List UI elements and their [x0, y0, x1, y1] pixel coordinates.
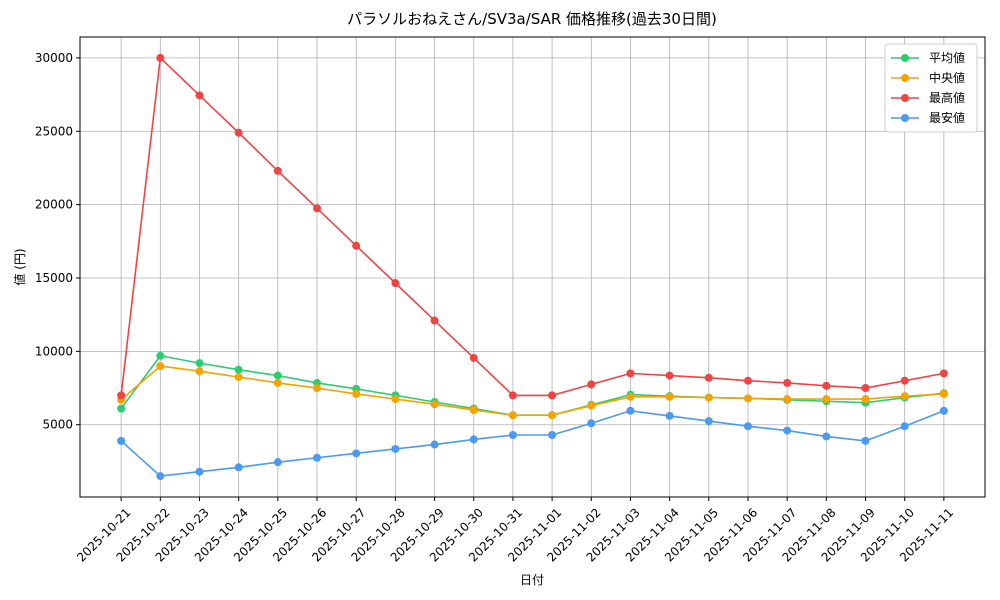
data-point [117, 391, 126, 400]
data-point [861, 384, 870, 393]
data-point [234, 365, 243, 374]
data-point [900, 422, 909, 431]
data-point [665, 411, 674, 420]
data-point [665, 392, 674, 401]
data-point [117, 436, 126, 445]
data-point [234, 373, 243, 382]
data-point [665, 371, 674, 380]
data-point [195, 467, 204, 476]
legend-label: 平均値 [929, 50, 965, 65]
x-axis-label: 日付 [520, 573, 544, 587]
data-point [391, 279, 400, 288]
data-point [195, 91, 204, 100]
data-point [430, 316, 439, 325]
data-point [939, 369, 948, 378]
data-point [391, 395, 400, 404]
legend-label: 最安値 [929, 110, 965, 125]
data-point [508, 411, 517, 420]
data-point [548, 431, 557, 440]
data-point [861, 436, 870, 445]
data-point [273, 371, 282, 380]
data-point [469, 353, 478, 362]
data-point [704, 373, 713, 382]
legend-label: 中央値 [929, 70, 965, 85]
y-tick-label: 30000 [35, 51, 73, 65]
data-point [313, 384, 322, 393]
series-line [120, 409, 945, 477]
data-point [273, 166, 282, 175]
data-point [234, 463, 243, 472]
data-point [352, 449, 361, 458]
data-point [156, 362, 165, 371]
y-tick-label: 25000 [35, 124, 73, 138]
data-point [313, 453, 322, 462]
data-point [743, 376, 752, 385]
data-point [156, 351, 165, 360]
legend-marker [901, 74, 909, 82]
data-point [783, 426, 792, 435]
data-point [273, 458, 282, 467]
legend-marker [901, 54, 909, 62]
legend-marker [901, 94, 909, 102]
y-tick-label: 10000 [35, 344, 73, 358]
data-point [469, 406, 478, 415]
data-point [548, 411, 557, 420]
y-tick-label: 20000 [35, 198, 73, 212]
data-point [430, 440, 439, 449]
data-point [626, 392, 635, 401]
data-point [704, 393, 713, 402]
data-point [822, 432, 831, 441]
legend-marker [901, 114, 909, 122]
data-point [626, 406, 635, 415]
data-point [195, 359, 204, 368]
data-point [822, 395, 831, 404]
plot-frame [79, 36, 986, 498]
data-point [508, 431, 517, 440]
y-tick-label: 5000 [42, 418, 73, 432]
data-point [234, 128, 243, 137]
y-tick-label: 15000 [35, 271, 73, 285]
legend-label: 最高値 [929, 90, 965, 105]
data-point [273, 378, 282, 387]
data-point [900, 376, 909, 385]
data-point [587, 380, 596, 389]
data-point [900, 392, 909, 401]
data-point [939, 406, 948, 415]
data-point [117, 404, 126, 413]
data-point [548, 391, 557, 400]
data-point [626, 369, 635, 378]
data-point [195, 367, 204, 376]
data-point [587, 401, 596, 410]
y-axis-label: 値 (円) [12, 248, 27, 285]
series-line [120, 365, 944, 416]
chart-title: パラソルおねえさん/SV3a/SAR 価格推移(過去30日間) [347, 10, 717, 28]
data-point [704, 417, 713, 426]
data-point [939, 389, 948, 398]
data-point [391, 444, 400, 453]
data-point [783, 378, 792, 387]
data-point [469, 435, 478, 444]
data-point [352, 241, 361, 250]
data-point [156, 472, 165, 481]
data-point [743, 422, 752, 431]
data-point [822, 381, 831, 390]
data-point [743, 394, 752, 403]
data-point [861, 395, 870, 404]
legend-box [884, 43, 978, 133]
series-line [120, 56, 945, 397]
data-point [508, 391, 517, 400]
data-point [587, 419, 596, 428]
data-point [156, 53, 165, 62]
data-point [313, 204, 322, 213]
data-point [352, 389, 361, 398]
data-point [783, 395, 792, 404]
data-point [430, 400, 439, 409]
